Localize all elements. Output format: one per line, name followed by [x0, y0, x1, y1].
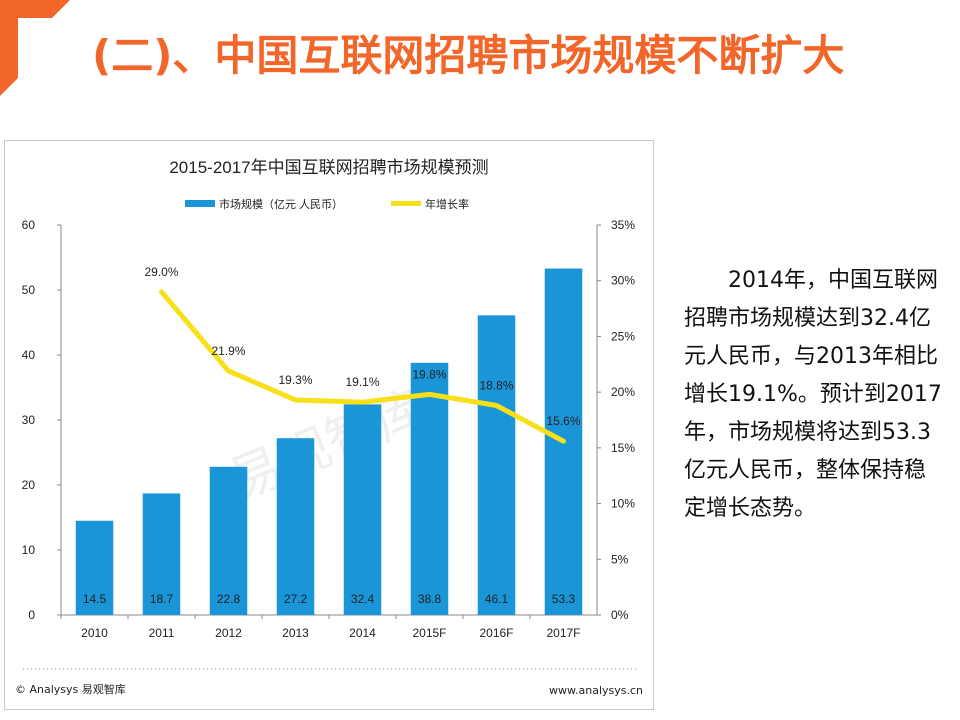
line-value-label: 19.8% [412, 367, 446, 381]
line-series: 29.0% 21.9% 19.3% 19.1% 19.8% 18.8% 15.6% [144, 265, 581, 444]
chart-legend: 市场规模（亿元 人民币） 年增长率 [185, 197, 469, 211]
line-value-label: 18.8% [479, 379, 513, 393]
y2-tick-label: 25% [611, 329, 635, 343]
y-tick-label: 20 [22, 478, 36, 492]
legend-swatch-bar [185, 200, 215, 207]
x-tick-label: 2015F [412, 626, 446, 640]
bar-value-label: 27.2 [284, 592, 308, 606]
x-tick-label: 2014 [349, 626, 376, 640]
y2-tick-label: 15% [611, 441, 635, 455]
slide-title: (二)、中国互联网招聘市场规模不断扩大 [92, 31, 845, 80]
y-tick-label: 30 [22, 413, 36, 427]
line-value-label: 19.1% [345, 375, 379, 389]
y2-tick-label: 20% [611, 385, 635, 399]
bar-value-label: 18.7 [150, 592, 174, 606]
bar [209, 466, 248, 615]
line-value-label: 15.6% [546, 414, 580, 428]
bar [477, 315, 516, 615]
chart-source: © Analysys 易观智库 [15, 683, 126, 696]
y-tick-label: 50 [22, 283, 36, 297]
x-tick-label: 2010 [81, 626, 108, 640]
summary-text: 2014年，中国互联网招聘市场规模达到32.4亿元人民币，与2013年相比增长1… [684, 268, 942, 521]
line-value-label: 19.3% [278, 373, 312, 387]
growth-rate-line [159, 289, 566, 444]
legend-label-bar: 市场规模（亿元 人民币） [219, 197, 343, 211]
market-size-chart: 2015-2017年中国互联网招聘市场规模预测 市场规模（亿元 人民币） 年增长… [22, 158, 637, 670]
bar-series: 14.5 18.7 22.8 27.2 32.4 38.8 46.1 53.3 [75, 268, 583, 615]
y-tick-label: 60 [22, 218, 36, 232]
legend-label-line: 年增长率 [425, 197, 469, 211]
orange-corner-bracket-icon [0, 0, 70, 96]
bar [410, 362, 449, 615]
bar-value-label: 46.1 [485, 592, 509, 606]
x-tick-label: 2012 [215, 626, 242, 640]
y2-tick-label: 5% [611, 552, 629, 566]
bar [343, 404, 382, 615]
x-tick-label: 2013 [282, 626, 309, 640]
chart-panel: 2015-2017年中国互联网招聘市场规模预测 市场规模（亿元 人民币） 年增长… [4, 140, 654, 710]
chart-title: 2015-2017年中国互联网招聘市场规模预测 [169, 158, 488, 177]
x-tick-label: 2017F [546, 626, 580, 640]
y-tick-label: 0 [28, 608, 35, 622]
bar-value-label: 32.4 [351, 592, 375, 606]
bar-value-label: 53.3 [552, 592, 576, 606]
y2-tick-label: 30% [611, 274, 635, 288]
y-tick-label: 40 [22, 348, 36, 362]
bar [142, 493, 181, 615]
line-value-label: 21.9% [211, 344, 245, 358]
bar-value-label: 38.8 [418, 592, 442, 606]
legend-swatch-line [391, 201, 421, 206]
y2-tick-label: 0% [611, 608, 629, 622]
y2-tick-label: 10% [611, 497, 635, 511]
y2-tick-label: 35% [611, 218, 635, 232]
bar-value-label: 22.8 [217, 592, 241, 606]
y-tick-label: 10 [22, 543, 36, 557]
x-tick-label: 2011 [149, 626, 175, 640]
line-value-label: 29.0% [144, 265, 178, 279]
bar [276, 438, 315, 615]
x-tick-label: 2016F [479, 626, 513, 640]
bar-value-label: 14.5 [83, 592, 107, 606]
bar [75, 520, 114, 615]
chart-url: www.analysys.cn [549, 684, 643, 697]
